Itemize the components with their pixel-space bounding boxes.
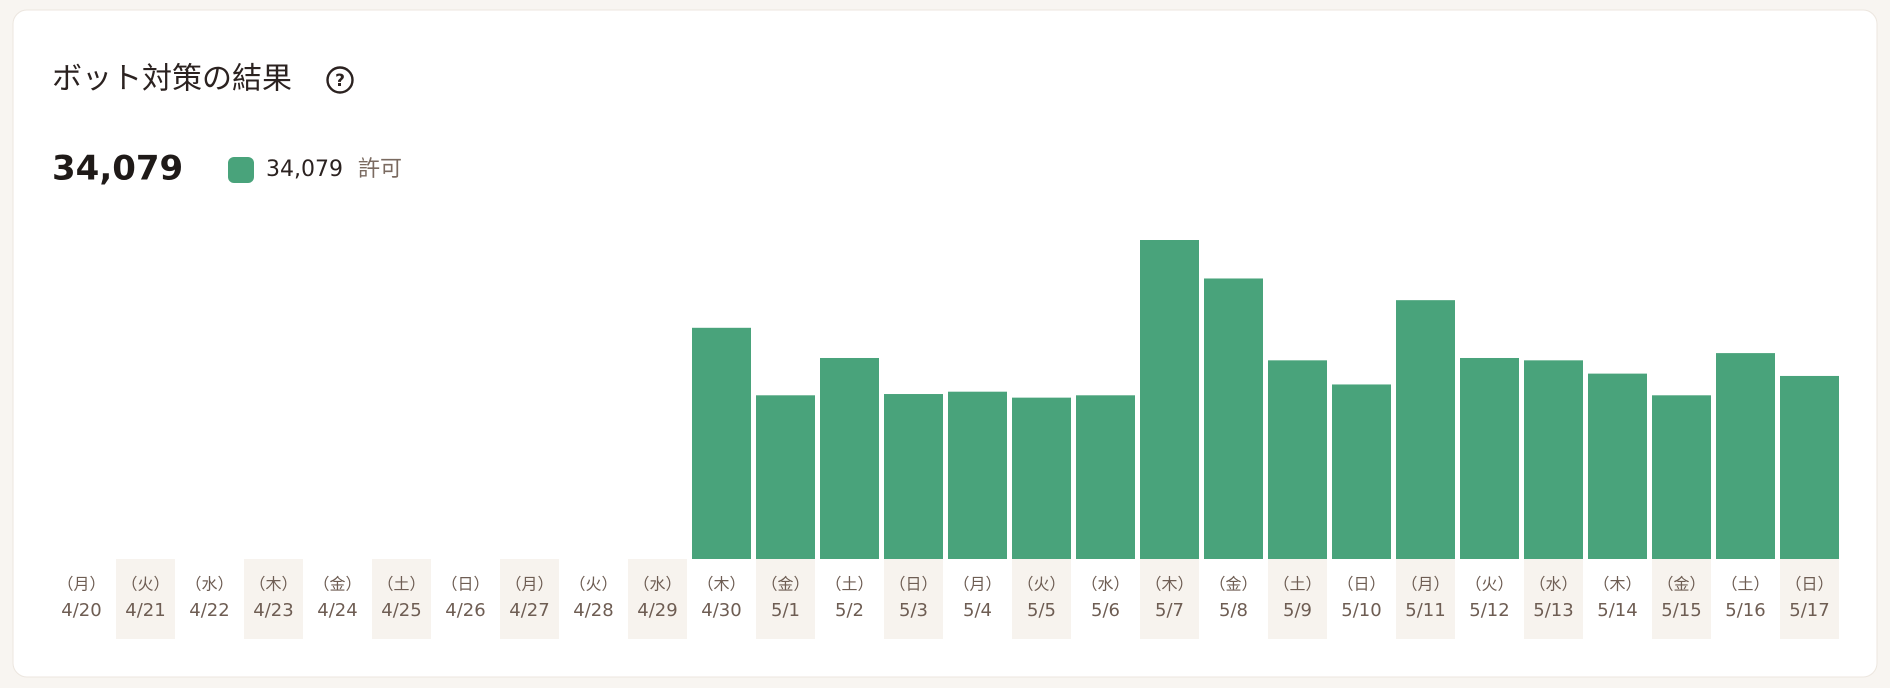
x-tick-label: 5/8 bbox=[1219, 600, 1248, 621]
chart-title: ボット対策の結果 bbox=[52, 62, 292, 97]
x-tick-label: 5/16 bbox=[1725, 600, 1765, 621]
x-tick-label: 4/23 bbox=[253, 600, 293, 621]
x-tick-label: 4/22 bbox=[189, 600, 229, 621]
x-tick-label: 5/10 bbox=[1341, 600, 1381, 621]
legend-label: 許可 bbox=[358, 157, 402, 182]
x-tick-weekday: （木） bbox=[1593, 575, 1641, 594]
x-tick-weekday: （月） bbox=[57, 575, 105, 594]
legend-swatch bbox=[228, 157, 254, 183]
x-tick-label: 4/25 bbox=[381, 600, 421, 621]
bar bbox=[1652, 395, 1711, 559]
x-tick-weekday: （日） bbox=[1337, 575, 1385, 594]
x-tick-weekday: （木） bbox=[249, 575, 297, 594]
bar bbox=[820, 357, 879, 559]
x-tick-label: 4/30 bbox=[701, 600, 741, 621]
x-tick-label: 5/1 bbox=[771, 600, 800, 621]
x-tick-weekday: （火） bbox=[121, 575, 169, 594]
x-tick-label: 4/20 bbox=[61, 600, 101, 621]
column-shade bbox=[1012, 559, 1071, 639]
total: 34,079 bbox=[52, 149, 183, 189]
column-shade bbox=[884, 559, 943, 639]
x-tick-label: 5/3 bbox=[899, 600, 928, 621]
column-shade bbox=[1268, 559, 1327, 639]
x-tick-label: 5/11 bbox=[1405, 600, 1445, 621]
x-tick-label: 5/12 bbox=[1469, 600, 1509, 621]
x-tick-weekday: （土） bbox=[377, 575, 425, 594]
x-tick-label: 5/2 bbox=[835, 600, 864, 621]
column-shade bbox=[372, 559, 431, 639]
x-tick-label: 4/29 bbox=[637, 600, 677, 621]
column-shade bbox=[1524, 559, 1583, 639]
column-shade bbox=[1140, 559, 1199, 639]
x-tick-weekday: （水） bbox=[185, 575, 233, 594]
column-shade bbox=[1396, 559, 1455, 639]
bar bbox=[692, 327, 751, 559]
x-tick-label: 4/28 bbox=[573, 600, 613, 621]
x-tick-weekday: （日） bbox=[889, 575, 937, 594]
x-tick-weekday: （土） bbox=[1721, 575, 1769, 594]
x-tick-weekday: （金） bbox=[1657, 575, 1705, 594]
column-shade bbox=[244, 559, 303, 639]
column-shade bbox=[756, 559, 815, 639]
x-tick-weekday: （金） bbox=[1209, 575, 1257, 594]
x-tick-label: 4/24 bbox=[317, 600, 357, 621]
x-tick-label: 5/5 bbox=[1027, 600, 1056, 621]
bar bbox=[1396, 300, 1455, 559]
x-tick-label: 5/15 bbox=[1661, 600, 1701, 621]
x-tick-weekday: （水） bbox=[1081, 575, 1129, 594]
x-tick-label: 4/26 bbox=[445, 600, 485, 621]
x-tick-weekday: （水） bbox=[1529, 575, 1577, 594]
legend-count: 34,079 bbox=[266, 157, 343, 182]
x-tick-weekday: （土） bbox=[1273, 575, 1321, 594]
x-tick-label: 5/14 bbox=[1597, 600, 1637, 621]
bar bbox=[1588, 373, 1647, 559]
bar bbox=[884, 394, 943, 559]
x-tick-weekday: （火） bbox=[1017, 575, 1065, 594]
bar bbox=[1716, 353, 1775, 559]
x-tick-weekday: （火） bbox=[569, 575, 617, 594]
bar bbox=[1780, 375, 1839, 559]
bar bbox=[1460, 357, 1519, 559]
column-shade bbox=[1780, 559, 1839, 639]
x-tick-weekday: （木） bbox=[1145, 575, 1193, 594]
x-tick-label: 5/4 bbox=[963, 600, 992, 621]
x-tick-label: 4/21 bbox=[125, 600, 165, 621]
bar bbox=[1204, 278, 1263, 559]
x-tick-weekday: （金） bbox=[313, 575, 361, 594]
x-tick-weekday: （火） bbox=[1465, 575, 1513, 594]
x-tick-weekday: （日） bbox=[1785, 575, 1833, 594]
x-tick-label: 5/9 bbox=[1283, 600, 1312, 621]
x-tick-label: 5/17 bbox=[1789, 600, 1829, 621]
x-tick-weekday: （日） bbox=[441, 575, 489, 594]
x-tick-label: 4/27 bbox=[509, 600, 549, 621]
x-tick-label: 5/7 bbox=[1155, 600, 1184, 621]
x-tick-weekday: （月） bbox=[505, 575, 553, 594]
bar bbox=[1076, 395, 1135, 559]
x-tick-weekday: （金） bbox=[761, 575, 809, 594]
svg-text:?: ? bbox=[335, 71, 345, 91]
bar bbox=[1140, 240, 1199, 559]
column-shade bbox=[116, 559, 175, 639]
column-shade bbox=[500, 559, 559, 639]
x-tick-weekday: （月） bbox=[1401, 575, 1449, 594]
x-tick-weekday: （木） bbox=[697, 575, 745, 594]
x-tick-label: 5/6 bbox=[1091, 600, 1120, 621]
bar bbox=[948, 391, 1007, 559]
bar bbox=[1524, 360, 1583, 559]
x-tick-weekday: （月） bbox=[953, 575, 1001, 594]
x-tick-weekday: （土） bbox=[825, 575, 873, 594]
bar bbox=[1268, 360, 1327, 559]
bar bbox=[1332, 384, 1391, 559]
bar bbox=[1012, 397, 1071, 559]
x-tick-weekday: （水） bbox=[633, 575, 681, 594]
x-tick-label: 5/13 bbox=[1533, 600, 1573, 621]
bar bbox=[756, 395, 815, 559]
column-shade bbox=[1652, 559, 1711, 639]
column-shade bbox=[628, 559, 687, 639]
help-icon[interactable]: ? bbox=[326, 66, 354, 94]
